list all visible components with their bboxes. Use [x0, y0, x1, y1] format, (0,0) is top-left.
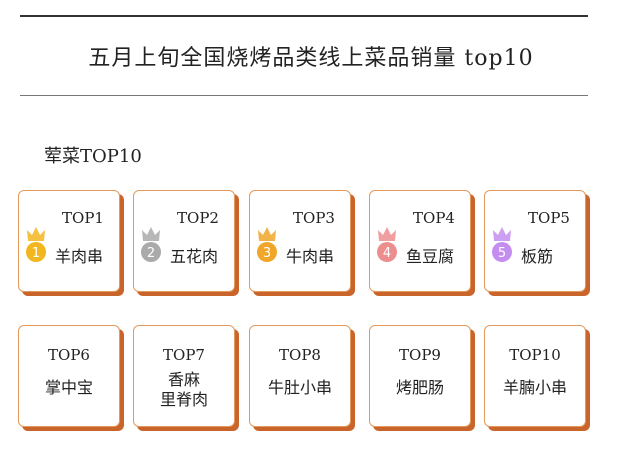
dish-name: 鱼豆腐: [406, 247, 455, 266]
rank-label: TOP4: [413, 209, 455, 227]
rank-label: TOP6: [48, 346, 90, 364]
dish-name: 羊肉串: [55, 247, 104, 266]
rank-card-10: TOP10 羊腩小串: [484, 325, 586, 427]
crown-medal-icon: 5: [492, 227, 512, 262]
rank-card-4: 4 TOP4 鱼豆腐: [369, 190, 471, 292]
rank-label: TOP5: [528, 209, 570, 227]
dish-name: 板筋: [521, 247, 554, 266]
rank-label: TOP1: [62, 209, 104, 227]
dish-name: 掌中宝: [44, 378, 93, 397]
svg-text:3: 3: [263, 246, 271, 261]
dish-name: 烤肥肠: [395, 378, 444, 397]
dish-name: 五花肉: [170, 247, 219, 266]
top-divider: [20, 15, 588, 17]
crown-medal-icon: 2: [141, 227, 161, 262]
rank-card-3: 3 TOP3 牛肉串: [249, 190, 351, 292]
rank-label: TOP7: [163, 346, 205, 364]
svg-text:1: 1: [32, 246, 40, 261]
rank-label: TOP9: [399, 346, 441, 364]
dish-name: 牛肉串: [286, 247, 335, 266]
svg-text:4: 4: [383, 246, 391, 261]
crown-medal-icon: 4: [377, 227, 397, 262]
dish-name: 羊腩小串: [502, 378, 567, 397]
section-title: 荤菜TOP10: [44, 146, 142, 167]
svg-text:2: 2: [147, 246, 155, 261]
svg-text:5: 5: [498, 246, 506, 261]
crown-medal-icon: 1: [26, 227, 46, 262]
rank-card-5: 5 TOP5 板筋: [484, 190, 586, 292]
page-title: 五月上旬全国烧烤品类线上菜品销量 top10: [88, 46, 534, 71]
rank-card-1: 1 TOP1 羊肉串: [18, 190, 120, 292]
rank-card-7: TOP7 香麻 里脊肉: [133, 325, 235, 427]
rank-label: TOP8: [279, 346, 321, 364]
rank-label: TOP2: [177, 209, 219, 227]
rank-card-8: TOP8 牛肚小串: [249, 325, 351, 427]
rank-label: TOP3: [293, 209, 335, 227]
dish-name: 香麻 里脊肉: [159, 370, 208, 409]
rank-card-6: TOP6 掌中宝: [18, 325, 120, 427]
rank-card-2: 2 TOP2 五花肉: [133, 190, 235, 292]
title-divider: [20, 95, 588, 96]
rank-card-9: TOP9 烤肥肠: [369, 325, 471, 427]
crown-medal-icon: 3: [257, 227, 277, 262]
dish-name: 牛肚小串: [267, 378, 332, 397]
rank-label: TOP10: [509, 346, 561, 364]
